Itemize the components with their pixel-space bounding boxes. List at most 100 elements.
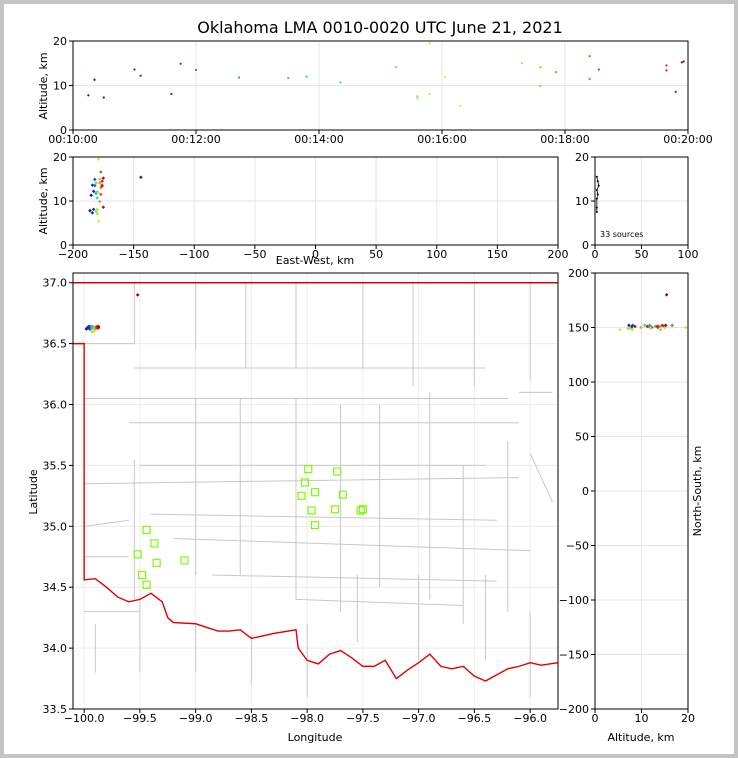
y-tick-label: 20 (53, 35, 67, 48)
alt-ns-ylabel: North-South, km (691, 446, 704, 537)
county-boundaries (73, 282, 558, 697)
alt-ns-point (658, 327, 663, 332)
y-tick-label: −50 (566, 540, 589, 553)
histogram-marks (595, 175, 600, 213)
alt-ns-xlabel: Altitude, km (607, 731, 674, 744)
alt-ns-ticks: 0 10 20 −200 −150 −100 −50 0 50 100 150 200 (559, 267, 695, 725)
time-altitude-point (665, 64, 668, 67)
ew-altitude-point (95, 207, 100, 212)
time-altitude-ticks: 00:10:00 00:12:00 00:14:00 00:16:00 00:18:00… (48, 35, 712, 146)
ew-altitude-point (99, 192, 103, 197)
alt-ns-point (639, 325, 643, 330)
alt-ns-point (655, 324, 660, 329)
time-altitude-point (554, 71, 557, 74)
time-altitude-point (588, 55, 591, 58)
x-tick-label: 0 (592, 712, 599, 725)
ew-altitude-point (96, 190, 101, 195)
time-altitude-point (428, 92, 431, 96)
map-xlabel: Longitude (288, 731, 343, 744)
y-tick-label: 36.5 (43, 338, 68, 351)
x-tick-label: 00:16:00 (417, 133, 466, 146)
time-altitude-point (416, 95, 419, 98)
alt-ns-points (618, 293, 688, 332)
ew-altitude-points (88, 157, 143, 224)
station-marker (338, 490, 347, 499)
county-line (84, 519, 129, 527)
y-tick-label: 0 (60, 239, 67, 252)
station-marker (300, 478, 310, 487)
station-marker (150, 539, 159, 548)
x-tick-label: −96.5 (458, 712, 492, 725)
y-tick-label: 200 (568, 267, 589, 280)
time-altitude-point (665, 69, 668, 72)
ew-altitude-point (101, 205, 106, 209)
map-points (84, 293, 140, 334)
ew-altitude-point (97, 199, 102, 204)
x-tick-label: −150 (119, 248, 149, 261)
county-line (212, 574, 497, 582)
station-marker (310, 521, 320, 530)
x-tick-label: 00:14:00 (294, 133, 343, 146)
ew-altitude-point (90, 211, 95, 215)
time-altitude-point (520, 62, 524, 65)
alt-ns-point (642, 323, 647, 328)
x-tick-label: 00:12:00 (171, 133, 220, 146)
ew-altitude-point (95, 211, 100, 216)
ew-altitude-point (96, 219, 101, 224)
x-tick-label: −98.0 (290, 712, 324, 725)
time-altitude-points (87, 42, 685, 108)
ew-altitude-point (99, 170, 103, 174)
ew-altitude-point (139, 175, 143, 180)
y-tick-label: 10 (53, 195, 67, 208)
x-tick-label: −50 (243, 248, 266, 261)
x-tick-label: 50 (369, 248, 383, 261)
ew-altitude-point (100, 184, 104, 188)
station-marker (358, 505, 367, 514)
histogram-line (596, 176, 600, 212)
alt-ns-point (662, 325, 667, 330)
ew-altitude-point (91, 189, 96, 194)
ew-altitude-ylabel: Altitude, km (37, 167, 50, 234)
y-tick-label: 10 (53, 80, 67, 93)
map-point (87, 324, 92, 329)
station-marker (133, 550, 142, 559)
alt-ns-point (663, 323, 668, 328)
time-altitude-point (179, 62, 182, 65)
y-tick-label: −200 (559, 703, 589, 716)
map-ylabel: Latitude (27, 469, 40, 515)
y-tick-label: 20 (53, 151, 67, 164)
ew-altitude-point (90, 183, 95, 187)
figure-title: Oklahoma LMA 0010-0020 UTC June 21, 2021 (197, 18, 563, 37)
y-tick-label: 35.5 (43, 459, 68, 472)
station-marker (356, 506, 365, 515)
time-altitude-point (416, 97, 419, 100)
map-point (135, 293, 140, 297)
time-altitude-point (680, 61, 683, 64)
alt-ns-point (660, 323, 665, 328)
map-panel: −100.0 −99.5 −99.0 −98.5 −98.0 −97.5 −97.0 −96.… (27, 272, 559, 744)
ew-altitude-point (94, 181, 98, 185)
x-tick-label: 00:20:00 (663, 133, 712, 146)
ew-altitude-point (97, 181, 102, 185)
station-marker (180, 556, 189, 565)
ew-altitude-xlabel: East-West, km (276, 254, 354, 267)
station-marker (297, 491, 306, 500)
y-tick-label: 100 (568, 376, 589, 389)
time-altitude-panel: 00:10:00 00:12:00 00:14:00 00:16:00 00:18:00… (37, 35, 713, 146)
time-altitude-ylabel: Altitude, km (37, 52, 50, 119)
y-tick-label: 0 (60, 124, 67, 137)
x-tick-label: −200 (58, 248, 88, 261)
map-frame (72, 272, 559, 710)
station-marker (307, 506, 316, 515)
county-line (529, 453, 553, 503)
x-tick-label: 0 (592, 248, 599, 261)
time-altitude-point (339, 81, 342, 84)
alt-ns-point (627, 323, 631, 328)
map-point (96, 324, 101, 329)
y-tick-label: 33.5 (43, 703, 68, 716)
time-altitude-point (539, 84, 542, 88)
station-marker (304, 464, 313, 474)
y-tick-label: 150 (568, 322, 589, 335)
time-altitude-point (194, 68, 198, 72)
station-marker (152, 558, 161, 567)
